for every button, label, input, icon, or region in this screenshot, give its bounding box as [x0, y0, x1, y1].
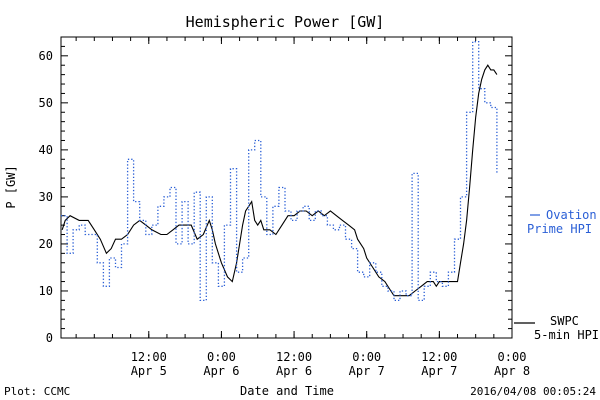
- y-tick-label: 0: [46, 331, 53, 345]
- y-tick-label: 40: [39, 143, 53, 157]
- x-axis-label: Date and Time: [240, 384, 334, 398]
- y-axis-label: P [GW]: [4, 165, 18, 208]
- series-line-swpc: [61, 64, 498, 297]
- x-tick-time-label: 0:00: [352, 350, 381, 364]
- x-tick-time-label: 0:00: [207, 350, 236, 364]
- x-tick-time-label: 12:00: [276, 350, 312, 364]
- x-tick-time-label: 12:00: [421, 350, 457, 364]
- y-tick-label: 30: [39, 190, 53, 204]
- x-tick-date-label: Apr 8: [494, 364, 530, 378]
- legend-swpc-line1: SWPC: [550, 314, 579, 328]
- x-tick-date-label: Apr 7: [349, 364, 385, 378]
- legend-ovation-line2: Prime HPI: [527, 222, 592, 236]
- x-tick-date-label: Apr 6: [203, 364, 239, 378]
- y-tick-label: 50: [39, 96, 53, 110]
- y-tick-label: 60: [39, 49, 53, 63]
- x-tick-time-label: 12:00: [131, 350, 167, 364]
- chart-title: Hemispheric Power [GW]: [186, 13, 385, 31]
- y-axis: 0 10 20 30 40 50 60: [39, 36, 512, 345]
- series-group: [61, 41, 498, 302]
- plot-area: [60, 36, 513, 339]
- y-tick-label: 10: [39, 284, 53, 298]
- x-tick-date-label: Apr 5: [131, 364, 167, 378]
- legend-swpc-line2: 5-min HPI: [534, 328, 599, 342]
- footer-credit: Plot: CCMC: [4, 385, 70, 398]
- x-tick-date-label: Apr 6: [276, 364, 312, 378]
- footer-timestamp: 2016/04/08 00:05:24: [470, 385, 596, 398]
- y-tick-label: 20: [39, 237, 53, 251]
- series-line-ovation-prime: [61, 41, 498, 302]
- legend-ovation-line1: Ovation: [546, 208, 597, 222]
- x-tick-time-label: 0:00: [498, 350, 527, 364]
- x-tick-date-label: Apr 7: [421, 364, 457, 378]
